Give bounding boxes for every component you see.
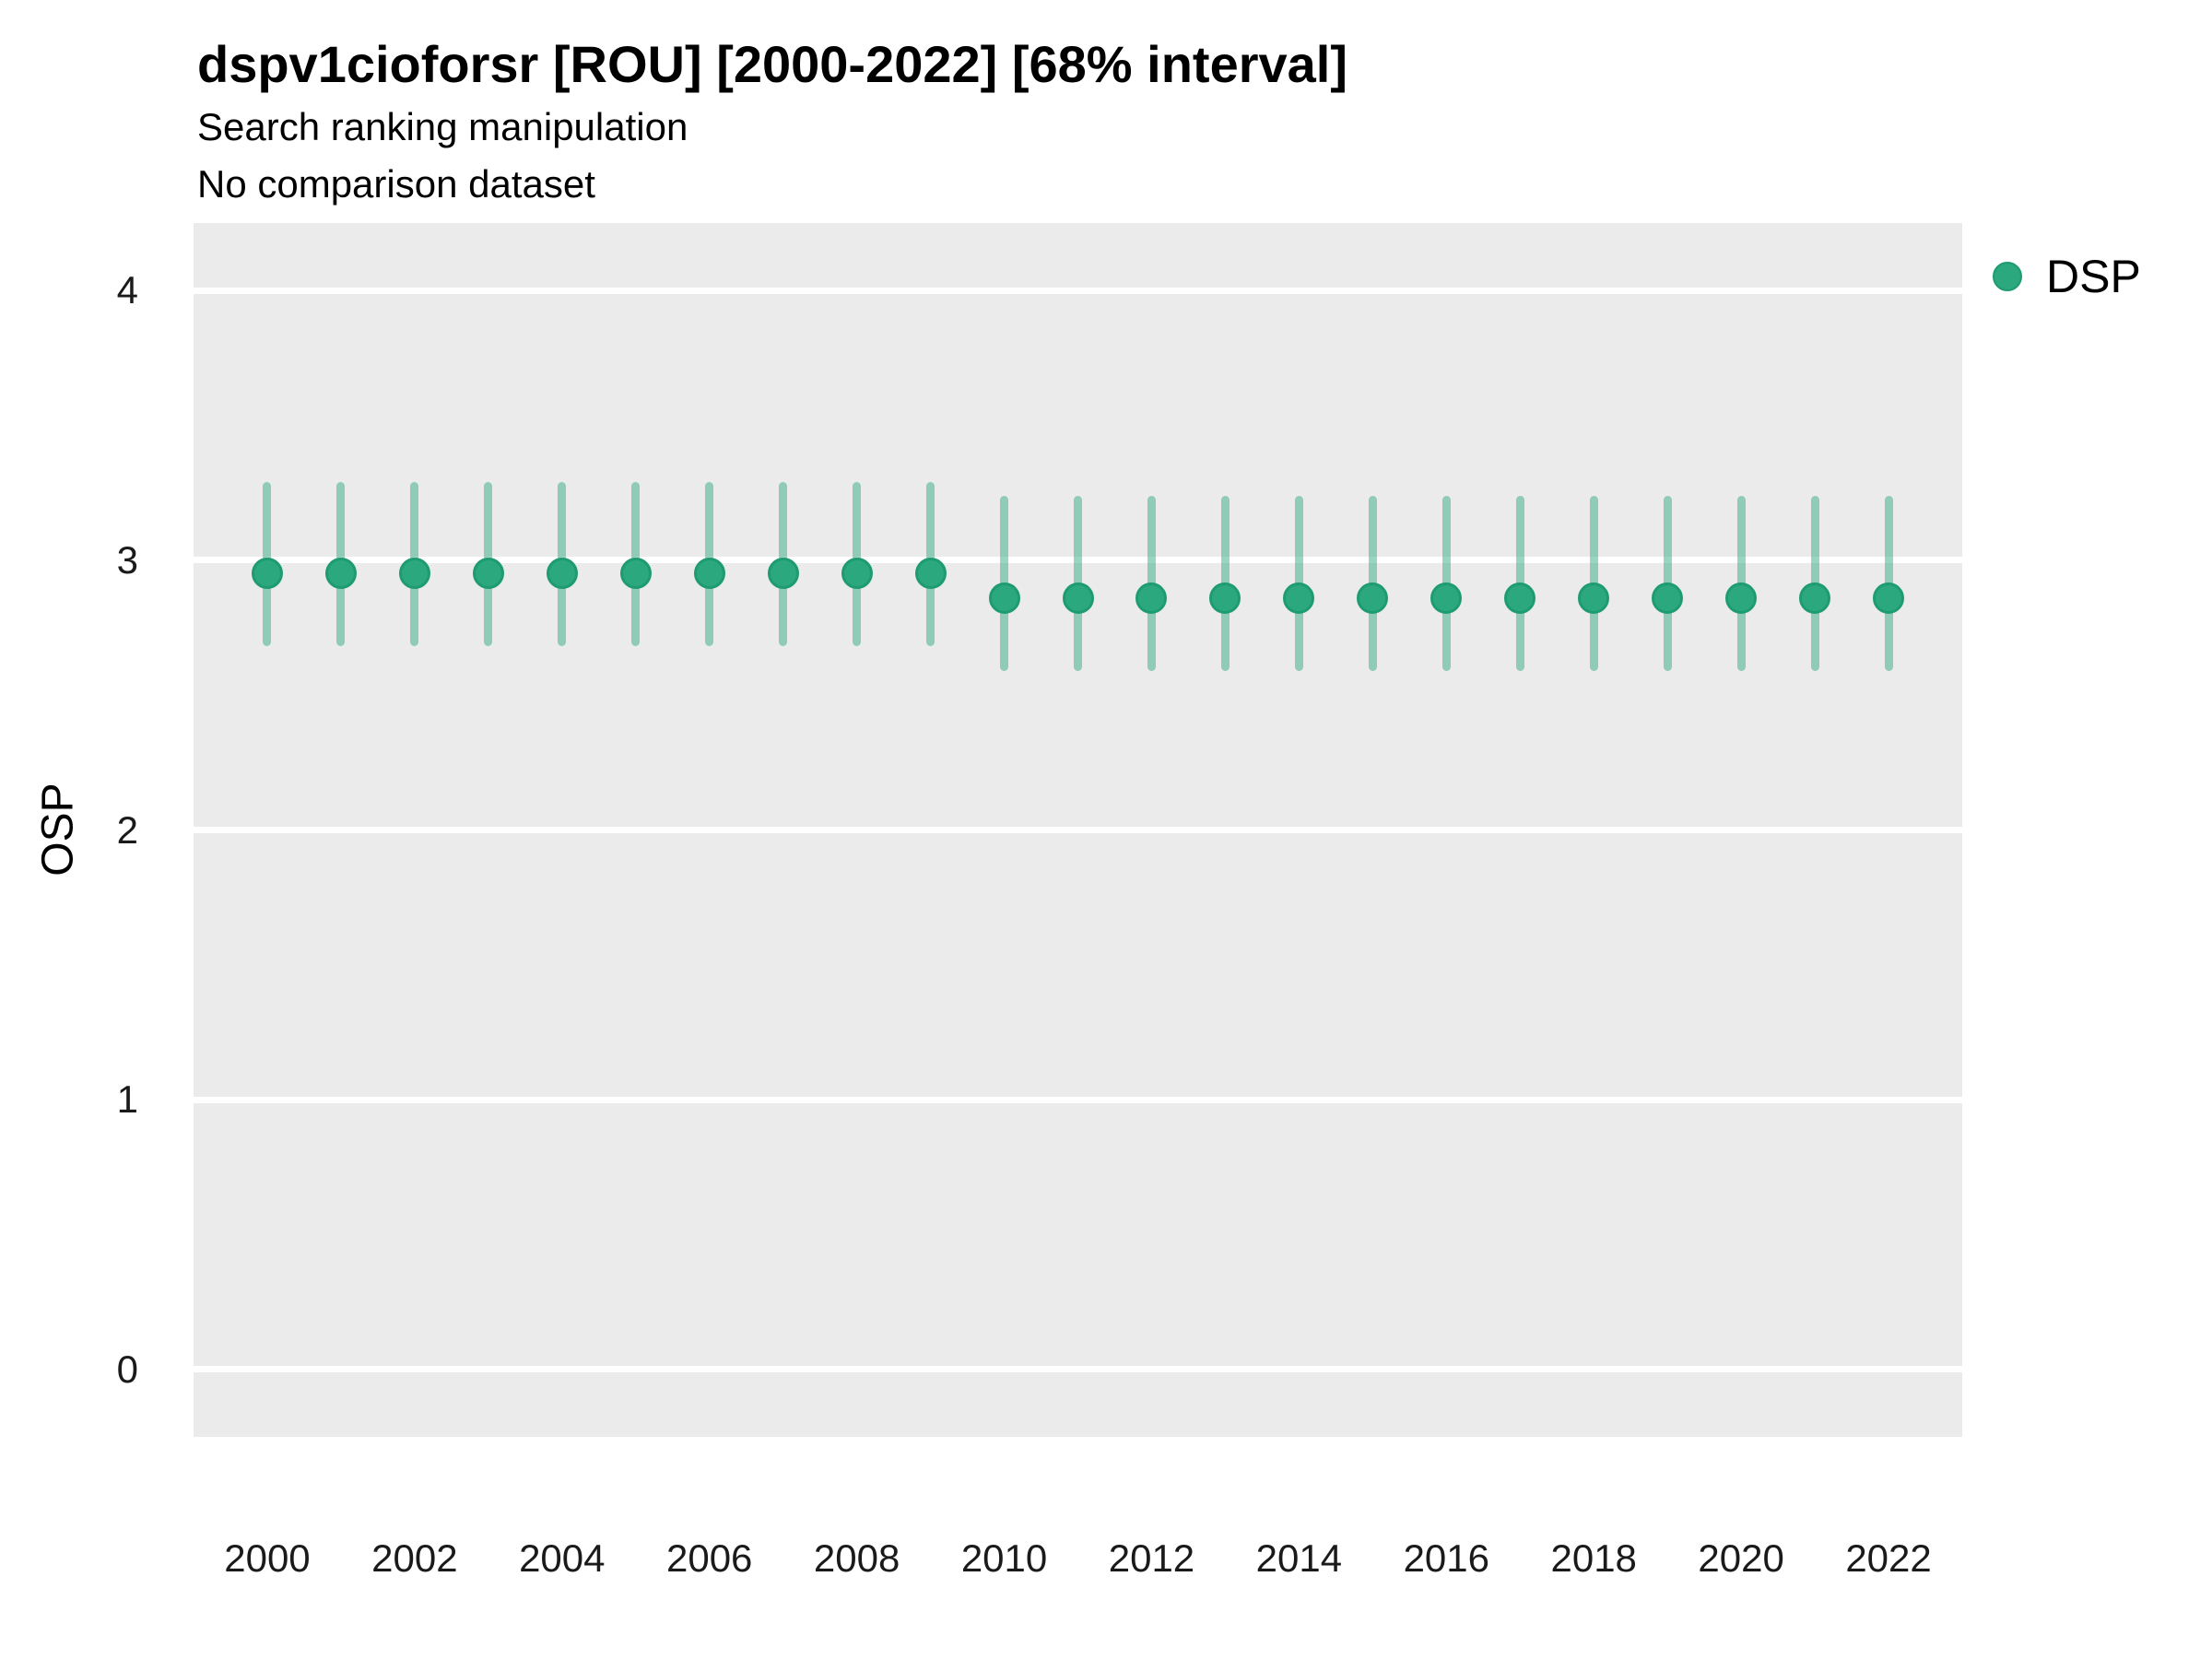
x-tick-label-2002: 2002 xyxy=(371,1536,458,1580)
point-2001 xyxy=(324,558,357,590)
point-2017 xyxy=(1504,582,1536,614)
point-2002 xyxy=(398,558,430,590)
point-2000 xyxy=(251,558,283,590)
x-tick-label-2022: 2022 xyxy=(1845,1536,1932,1580)
point-2022 xyxy=(1873,582,1905,614)
x-tick-label-2000: 2000 xyxy=(224,1536,311,1580)
gridline-y-4 xyxy=(194,287,1962,294)
point-2011 xyxy=(1062,582,1094,614)
point-2010 xyxy=(988,582,1020,614)
x-tick-label-2008: 2008 xyxy=(813,1536,900,1580)
legend: DSP xyxy=(1993,251,2141,302)
point-2003 xyxy=(472,558,504,590)
gridline-y-0 xyxy=(194,1366,1962,1373)
point-2009 xyxy=(914,558,947,590)
plot-panel xyxy=(194,223,1962,1437)
x-tick-label-2004: 2004 xyxy=(519,1536,606,1580)
y-tick-label-1: 1 xyxy=(116,1077,138,1122)
point-2019 xyxy=(1652,582,1684,614)
point-2006 xyxy=(693,558,725,590)
gridline-y-1 xyxy=(194,1096,1962,1103)
x-tick-label-2014: 2014 xyxy=(1255,1536,1343,1580)
x-tick-label-2020: 2020 xyxy=(1698,1536,1784,1580)
x-tick-label-2012: 2012 xyxy=(1108,1536,1195,1580)
x-tick-label-2016: 2016 xyxy=(1403,1536,1489,1580)
point-2015 xyxy=(1357,582,1389,614)
legend-label: DSP xyxy=(2046,251,2141,302)
y-tick-label-4: 4 xyxy=(116,268,138,312)
point-2012 xyxy=(1135,582,1168,614)
x-tick-label-2010: 2010 xyxy=(960,1536,1048,1580)
point-2021 xyxy=(1799,582,1831,614)
chart-subtitle: Search ranking manipulation xyxy=(197,105,688,148)
point-2008 xyxy=(841,558,873,590)
chart-note: No comparison dataset xyxy=(197,162,595,206)
point-2007 xyxy=(767,558,799,590)
point-2016 xyxy=(1430,582,1463,614)
x-tick-label-2018: 2018 xyxy=(1550,1536,1637,1580)
y-tick-label-0: 0 xyxy=(116,1347,138,1391)
point-2020 xyxy=(1725,582,1758,614)
point-2014 xyxy=(1283,582,1315,614)
point-2018 xyxy=(1578,582,1610,614)
y-tick-label-3: 3 xyxy=(116,537,138,582)
legend-point-icon xyxy=(1993,262,2022,291)
chart-title: dspv1cioforsr [ROU] [2000-2022] [68% int… xyxy=(197,35,1347,93)
point-2013 xyxy=(1209,582,1241,614)
point-2004 xyxy=(546,558,578,590)
gridline-y-3 xyxy=(194,557,1962,564)
point-2005 xyxy=(619,558,652,590)
gridline-y-2 xyxy=(194,827,1962,833)
x-tick-label-2006: 2006 xyxy=(665,1536,753,1580)
y-tick-label-2: 2 xyxy=(116,807,138,852)
